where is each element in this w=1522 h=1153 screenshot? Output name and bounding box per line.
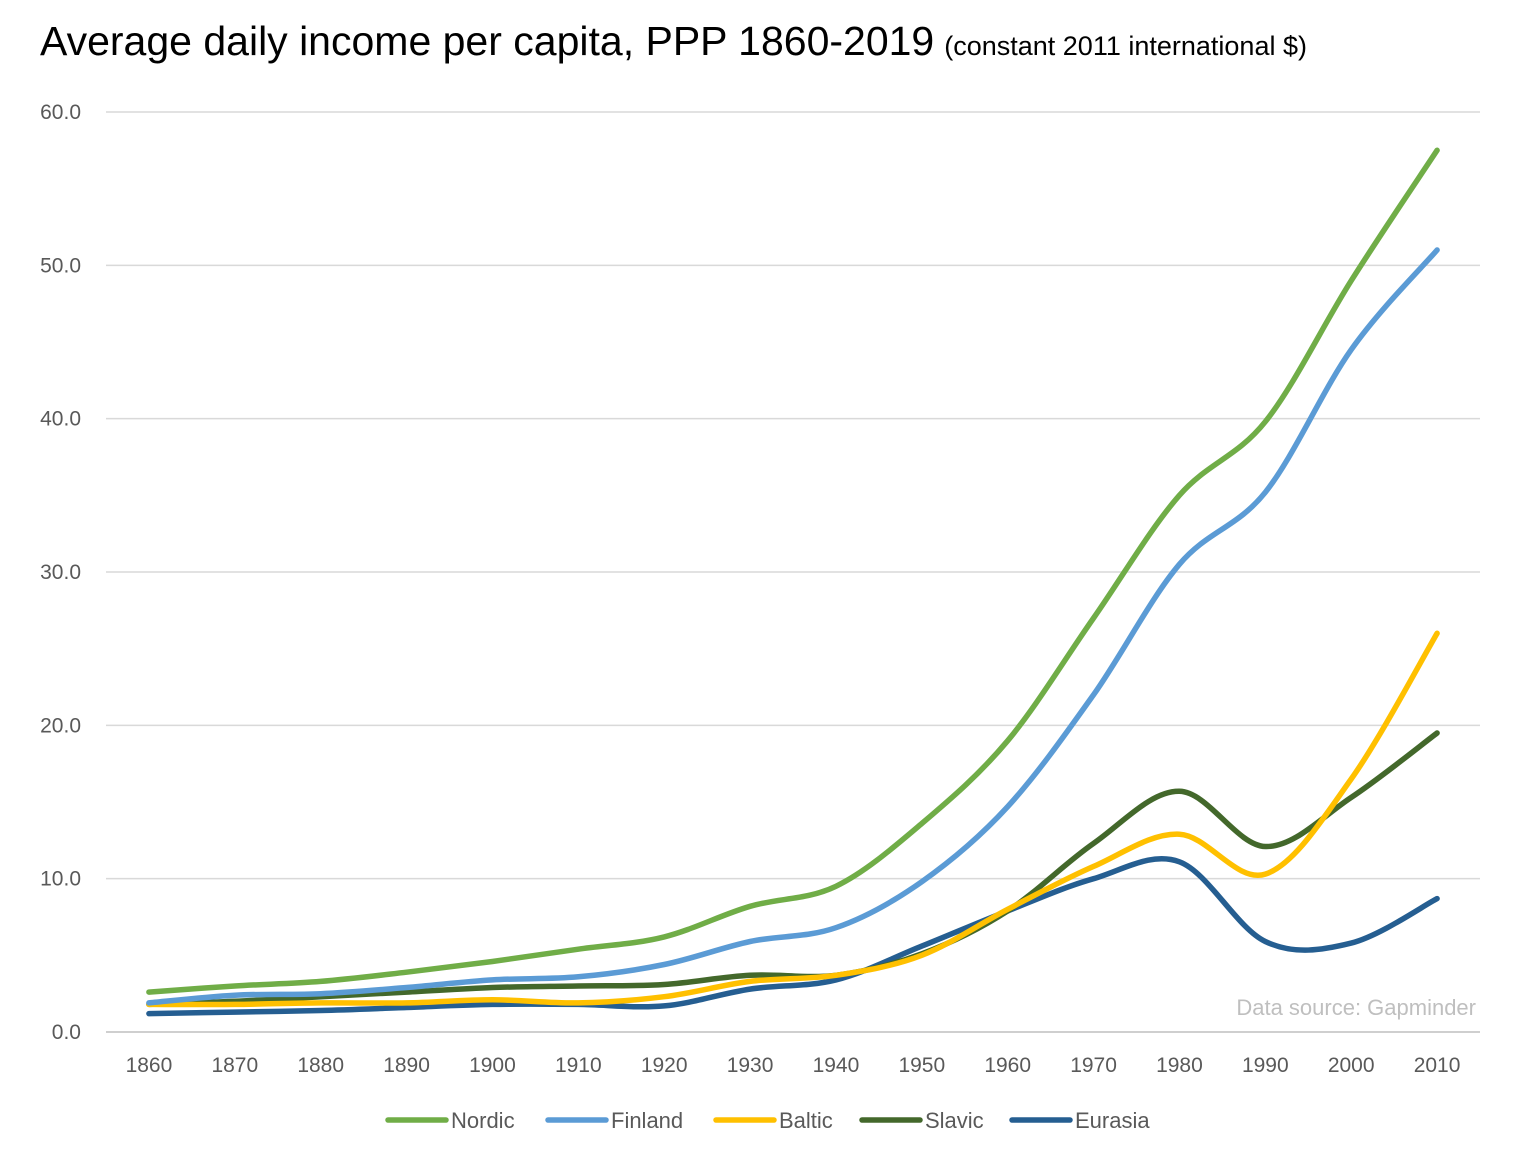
legend-item-baltic: Baltic [713, 1108, 833, 1133]
legend: Nordic Finland Baltic Slavic Eurasia [385, 1108, 1150, 1133]
chart-title: Average daily income per capita, PPP 186… [40, 18, 935, 64]
x-axis-tick-labels: 1860 1870 1880 1890 1900 1910 1920 1930 1940 1950… [126, 1054, 1461, 1077]
x-tick-label: 1920 [641, 1054, 688, 1077]
legend-label: Eurasia [1075, 1108, 1150, 1133]
x-tick-label: 1860 [126, 1054, 173, 1077]
chart-subtitle: (constant 2011 international $) [944, 31, 1307, 61]
y-tick-label: 50.0 [40, 254, 81, 277]
x-tick-label: 1900 [469, 1054, 516, 1077]
legend-item-finland: Finland [545, 1108, 683, 1133]
legend-label: Baltic [779, 1108, 833, 1133]
x-tick-label: 1990 [1242, 1054, 1289, 1077]
series-line-finland [146, 247, 1440, 1006]
legend-label: Finland [611, 1108, 683, 1133]
x-tick-label: 1950 [898, 1054, 945, 1077]
series-lines [146, 147, 1440, 1017]
legend-item-nordic: Nordic [385, 1108, 515, 1133]
series-line-nordic [146, 147, 1440, 995]
x-tick-label: 2010 [1414, 1054, 1461, 1077]
y-tick-label: 0.0 [52, 1021, 81, 1044]
x-tick-label: 1880 [297, 1054, 344, 1077]
legend-item-slavic: Slavic [859, 1108, 984, 1133]
y-axis-tick-labels: 0.0 10.0 20.0 30.0 40.0 50.0 60.0 [40, 101, 81, 1044]
x-tick-label: 1940 [813, 1054, 860, 1077]
y-tick-label: 40.0 [40, 408, 81, 431]
chart-title-line: Average daily income per capita, PPP 186… [40, 18, 1307, 65]
y-tick-label: 20.0 [40, 714, 81, 737]
x-tick-label: 2000 [1328, 1054, 1375, 1077]
legend-label: Slavic [925, 1108, 984, 1133]
legend-item-eurasia: Eurasia [1009, 1108, 1150, 1133]
x-tick-label: 1960 [984, 1054, 1031, 1077]
x-tick-label: 1930 [727, 1054, 774, 1077]
y-tick-label: 60.0 [40, 101, 81, 124]
x-tick-label: 1970 [1070, 1054, 1117, 1077]
x-tick-label: 1980 [1156, 1054, 1203, 1077]
x-tick-label: 1890 [383, 1054, 430, 1077]
series-line-eurasia [146, 855, 1440, 1017]
y-tick-label: 10.0 [40, 868, 81, 891]
gridlines [106, 111, 1480, 1033]
x-tick-label: 1910 [555, 1054, 602, 1077]
legend-label: Nordic [451, 1108, 515, 1133]
x-tick-label: 1870 [211, 1054, 258, 1077]
y-tick-label: 30.0 [40, 561, 81, 584]
series-line-baltic [146, 630, 1440, 1008]
series-line-slavic [146, 730, 1440, 1008]
data-source-note: Data source: Gapminder [1236, 995, 1476, 1020]
